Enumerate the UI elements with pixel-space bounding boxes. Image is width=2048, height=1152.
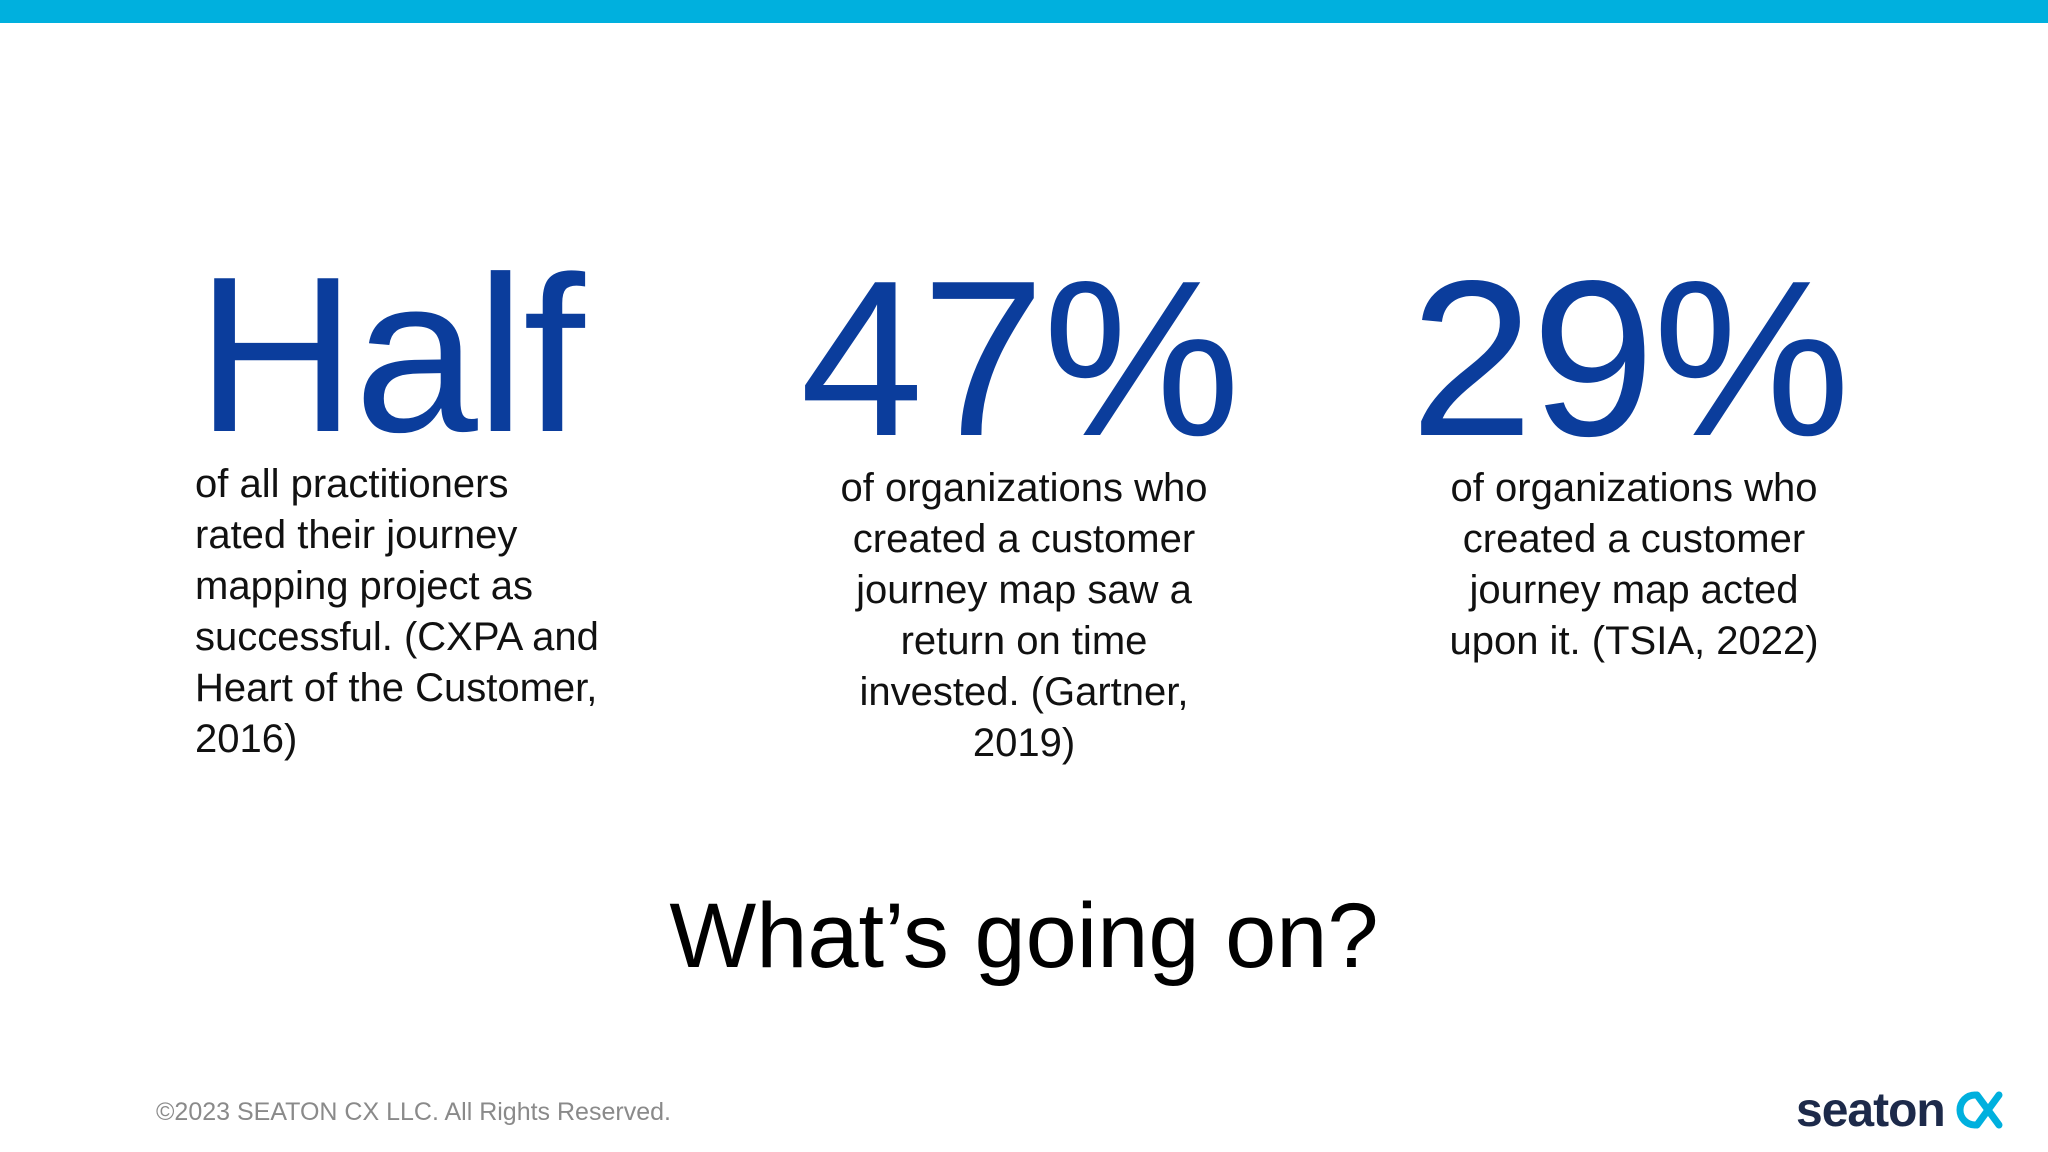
- stat-29-percent-number: 29%: [1410, 235, 1850, 483]
- stat-47-percent-description: of organizations who created a customer …: [840, 466, 1208, 765]
- top-accent-bar: [0, 0, 2048, 23]
- copyright-footer: ©2023 SEATON CX LLC. All Rights Reserved…: [156, 1098, 671, 1126]
- stat-half-number: Half: [196, 231, 585, 479]
- question-heading: What’s going on?: [669, 885, 1379, 987]
- cx-logo-icon: [1956, 1091, 2003, 1129]
- logo-wordmark: seaton: [1796, 1083, 1946, 1137]
- stat-47-percent-number: 47%: [800, 235, 1240, 483]
- seaton-cx-logo: seaton: [1796, 1080, 2007, 1140]
- stat-half-description: of all practitioners rated their journey…: [195, 462, 599, 761]
- stat-29-percent-description: of organizations who created a customer …: [1449, 466, 1819, 663]
